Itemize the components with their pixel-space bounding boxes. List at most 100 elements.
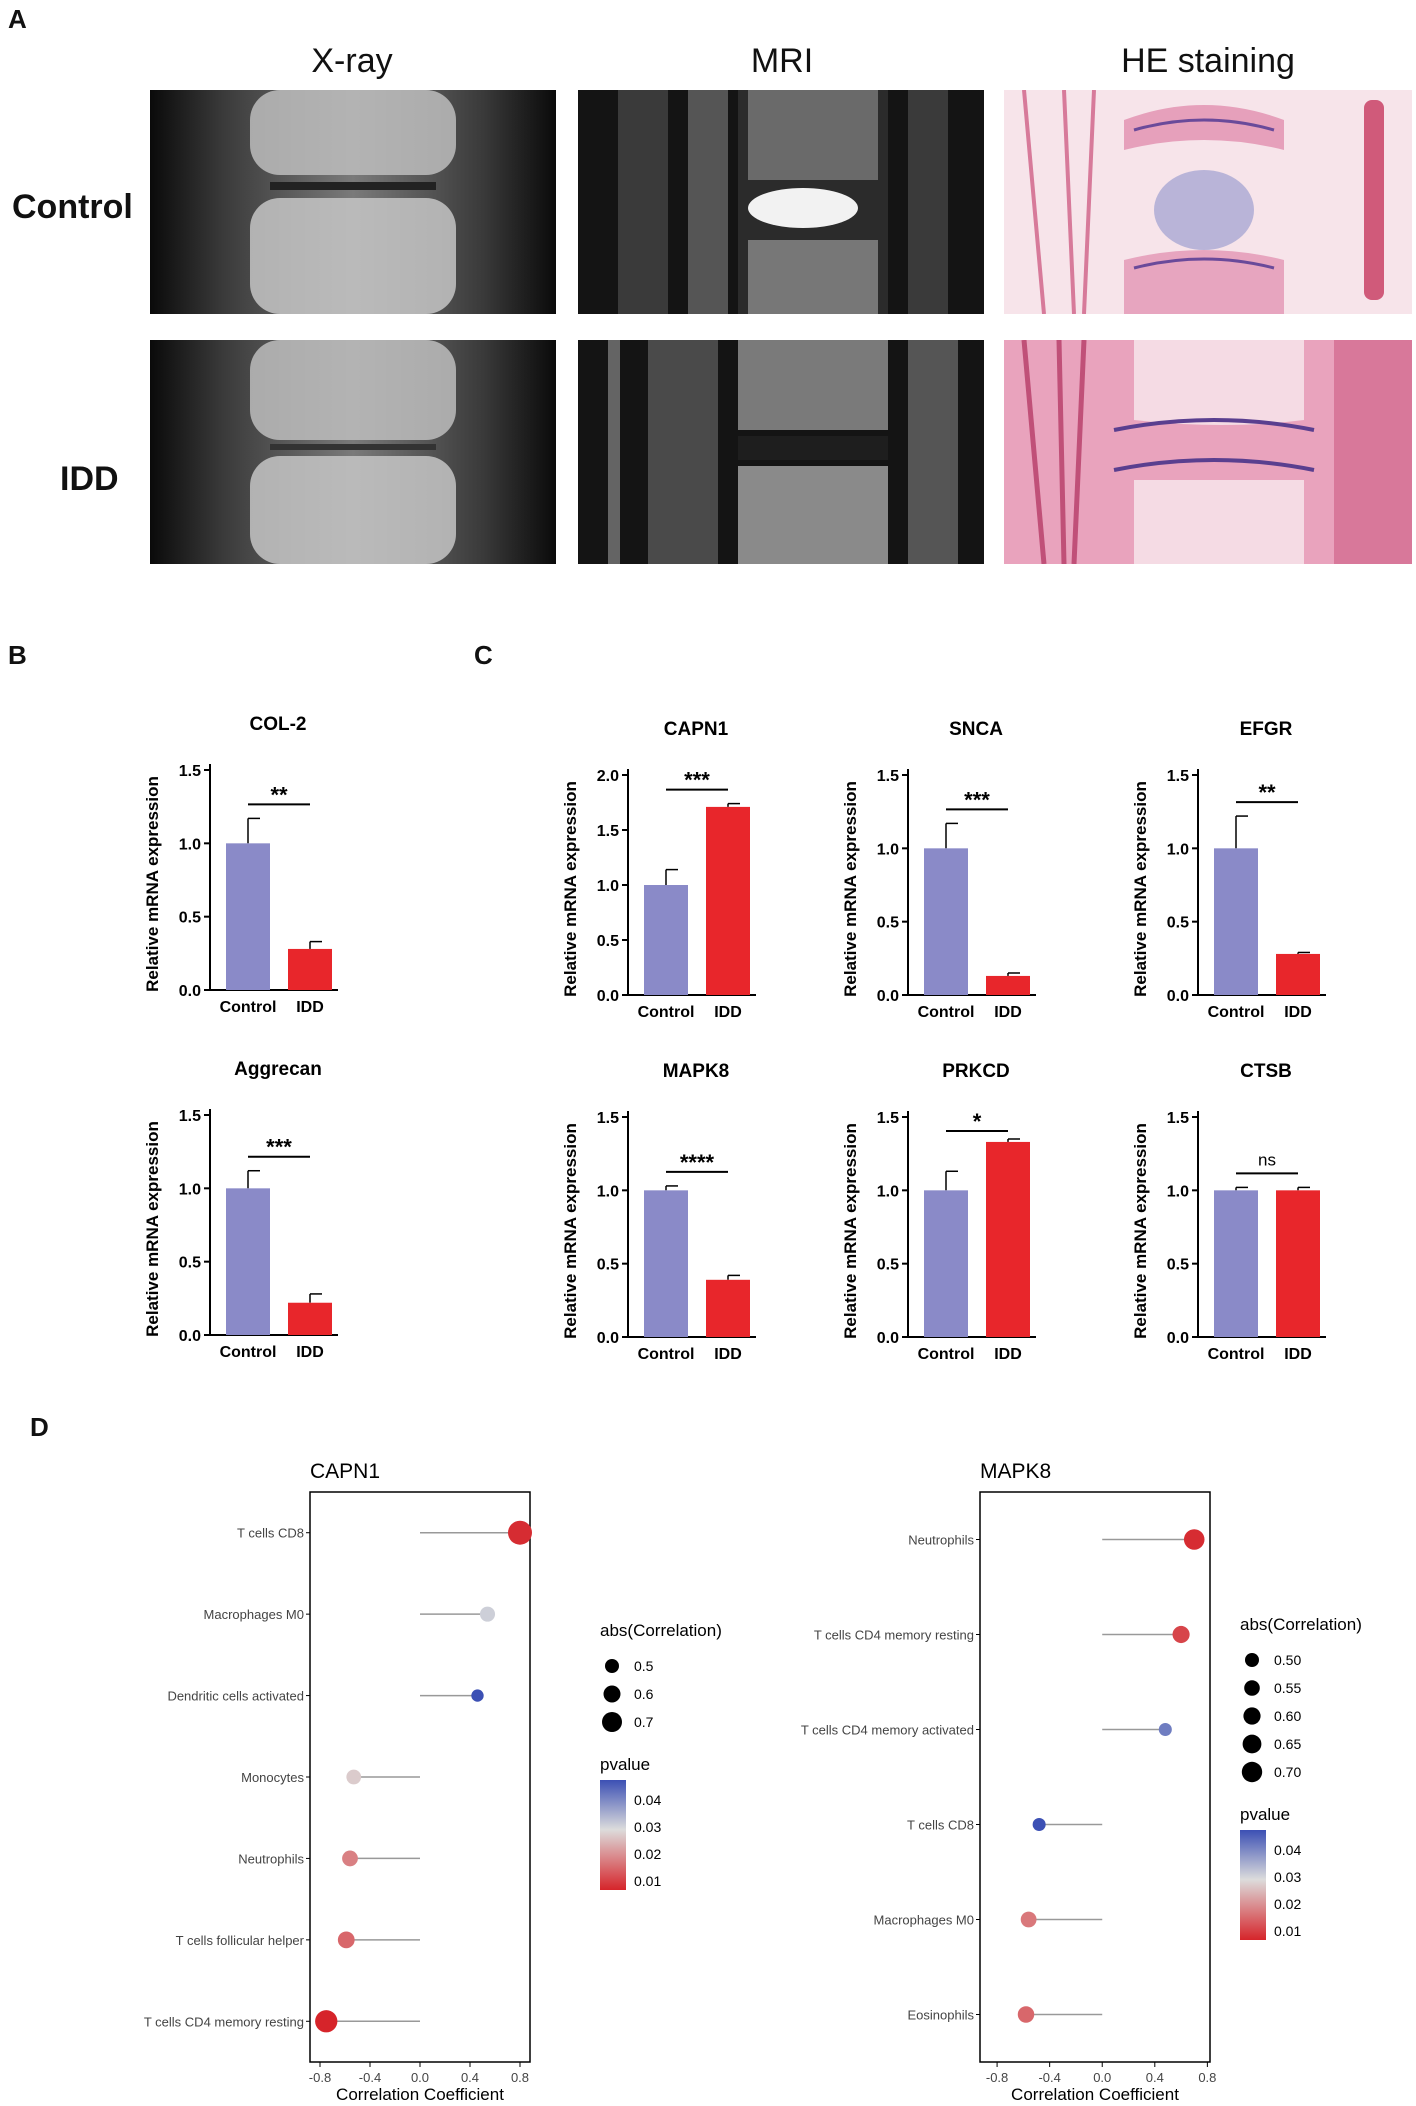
lollipop-point bbox=[346, 1769, 362, 1785]
bar-idd bbox=[288, 948, 332, 990]
significance-label: *** bbox=[266, 1135, 292, 1160]
y-tick-label: 1.5 bbox=[877, 1110, 899, 1127]
x-tick-label: -0.8 bbox=[986, 2070, 1008, 2085]
x-tick-label: -0.4 bbox=[1038, 2070, 1060, 2085]
y-tick-label: 1.5 bbox=[1167, 768, 1189, 785]
size-legend-label: 0.60 bbox=[1274, 1708, 1301, 1724]
bar-control bbox=[226, 1188, 270, 1335]
lollipop-point bbox=[479, 1606, 496, 1622]
chart-title: CAPN1 bbox=[310, 1460, 380, 1483]
y-tick-label: 0.5 bbox=[597, 1257, 619, 1274]
y-axis-label: Relative mRNA expression bbox=[1131, 781, 1150, 997]
color-legend-label: 0.01 bbox=[1274, 1923, 1301, 1939]
y-tick-label: 1.0 bbox=[179, 1181, 201, 1198]
size-legend-circle bbox=[602, 1712, 622, 1732]
y-tick-label: 0.5 bbox=[597, 933, 619, 950]
x-tick-label: -0.4 bbox=[359, 2070, 381, 2085]
bar-idd bbox=[706, 806, 750, 995]
bar-control bbox=[644, 885, 688, 995]
x-tick-label: Control bbox=[1208, 1346, 1265, 1363]
category-label: T cells CD4 memory resting bbox=[144, 2014, 304, 2029]
bar-control bbox=[644, 1190, 688, 1337]
column-title-mri: MRI bbox=[750, 42, 814, 80]
lollipop-point bbox=[342, 1850, 358, 1867]
lollipop-point bbox=[1183, 1529, 1205, 1550]
column-title-xray: X-ray bbox=[311, 42, 393, 80]
category-label: Macrophages M0 bbox=[874, 1913, 974, 1928]
color-legend-bar bbox=[600, 1780, 626, 1890]
x-tick-label: 0.4 bbox=[1146, 2070, 1164, 2085]
bar-idd bbox=[706, 1279, 750, 1337]
bar-chart-prkcd: PRKCD Relative mRNA expression 0.0 0.5 1.0 1.… bbox=[841, 1061, 1036, 1363]
bar-control bbox=[924, 848, 968, 995]
size-legend-label: 0.7 bbox=[634, 1714, 654, 1730]
y-tick-label: 0.5 bbox=[877, 1257, 899, 1274]
bar-chart-efgr: EFGR Relative mRNA expression 0.0 0.5 1.0 1.5… bbox=[1131, 719, 1326, 1021]
significance-label: **** bbox=[680, 1150, 715, 1175]
y-tick-label: 1.0 bbox=[1167, 1183, 1189, 1200]
y-tick-label: 0.0 bbox=[1167, 1330, 1189, 1347]
x-tick-label: IDD bbox=[1284, 1004, 1312, 1021]
y-tick-label: 2.0 bbox=[597, 768, 619, 785]
x-tick-label: Control bbox=[638, 1004, 695, 1021]
x-tick-label: IDD bbox=[994, 1346, 1022, 1363]
x-tick-label: Control bbox=[638, 1346, 695, 1363]
lollipop-point bbox=[1020, 1911, 1037, 1928]
size-legend-circle bbox=[605, 1659, 619, 1673]
panel-letter-a: A bbox=[8, 4, 27, 34]
size-legend-circle bbox=[1242, 1734, 1262, 1754]
x-tick-label: IDD bbox=[994, 1004, 1022, 1021]
column-title-he: HE staining bbox=[1121, 42, 1295, 80]
y-tick-label: 1.0 bbox=[597, 1183, 619, 1200]
chart-title: SNCA bbox=[949, 719, 1003, 740]
color-legend-bar bbox=[1240, 1830, 1266, 1940]
bar-idd bbox=[986, 1141, 1030, 1337]
x-tick-label: IDD bbox=[714, 1346, 742, 1363]
significance-label: ** bbox=[1258, 780, 1276, 805]
lollipop-point bbox=[1032, 1817, 1046, 1832]
bar-chart-aggrecan: Aggrecan Relative mRNA expression 0.0 0.5 1.… bbox=[143, 1059, 338, 1361]
he-idd-image bbox=[1004, 340, 1412, 564]
bar-chart-mapk8: MAPK8 Relative mRNA expression 0.0 0.5 1.0 1.… bbox=[561, 1061, 756, 1363]
chart-title: MAPK8 bbox=[663, 1061, 730, 1082]
chart-title: Aggrecan bbox=[234, 1059, 322, 1080]
lollipop-point bbox=[508, 1520, 532, 1545]
x-tick-label: 0.0 bbox=[411, 2070, 429, 2085]
bar-idd bbox=[986, 975, 1030, 995]
y-tick-label: 0.0 bbox=[179, 1328, 201, 1345]
color-legend-label: 0.01 bbox=[634, 1873, 661, 1889]
xray-idd-image bbox=[150, 340, 556, 564]
y-tick-label: 0.5 bbox=[1167, 915, 1189, 932]
color-legend-label: 0.02 bbox=[1274, 1896, 1301, 1912]
y-tick-label: 1.0 bbox=[877, 841, 899, 858]
x-tick-label: IDD bbox=[1284, 1346, 1312, 1363]
color-legend-label: 0.04 bbox=[1274, 1842, 1301, 1858]
x-tick-label: Control bbox=[220, 1344, 277, 1361]
category-label: T cells CD4 memory resting bbox=[814, 1628, 974, 1643]
category-label: T cells CD8 bbox=[237, 1526, 304, 1541]
bar-control bbox=[924, 1190, 968, 1337]
y-tick-label: 1.0 bbox=[1167, 841, 1189, 858]
size-legend-label: 0.70 bbox=[1274, 1764, 1301, 1780]
x-tick-label: IDD bbox=[296, 999, 324, 1016]
x-tick-label: Control bbox=[918, 1346, 975, 1363]
size-legend-circle bbox=[1244, 1680, 1260, 1696]
y-tick-label: 0.0 bbox=[597, 988, 619, 1005]
y-tick-label: 0.5 bbox=[877, 915, 899, 932]
color-legend-label: 0.03 bbox=[1274, 1869, 1301, 1885]
size-legend-circle bbox=[1245, 1653, 1259, 1667]
row-label-idd: IDD bbox=[60, 460, 119, 498]
y-axis-label: Relative mRNA expression bbox=[143, 776, 162, 992]
y-axis-label: Relative mRNA expression bbox=[561, 1123, 580, 1339]
significance-label: *** bbox=[684, 768, 710, 793]
y-tick-label: 1.0 bbox=[179, 836, 201, 853]
he-control-image bbox=[1004, 90, 1412, 314]
lollipop-point bbox=[337, 1931, 355, 1949]
y-tick-label: 1.5 bbox=[179, 763, 201, 780]
panel-letter-b: B bbox=[8, 640, 27, 670]
bar-chart-col2: COL-2 Relative mRNA expression 0.0 0.5 1.0 1.… bbox=[143, 714, 338, 1016]
y-tick-label: 0.0 bbox=[1167, 988, 1189, 1005]
category-label: Monocytes bbox=[241, 1770, 304, 1785]
size-legend-circle bbox=[603, 1685, 621, 1703]
bar-chart-ctsb: CTSB Relative mRNA expression 0.0 0.5 1.0 1.5… bbox=[1131, 1061, 1326, 1363]
